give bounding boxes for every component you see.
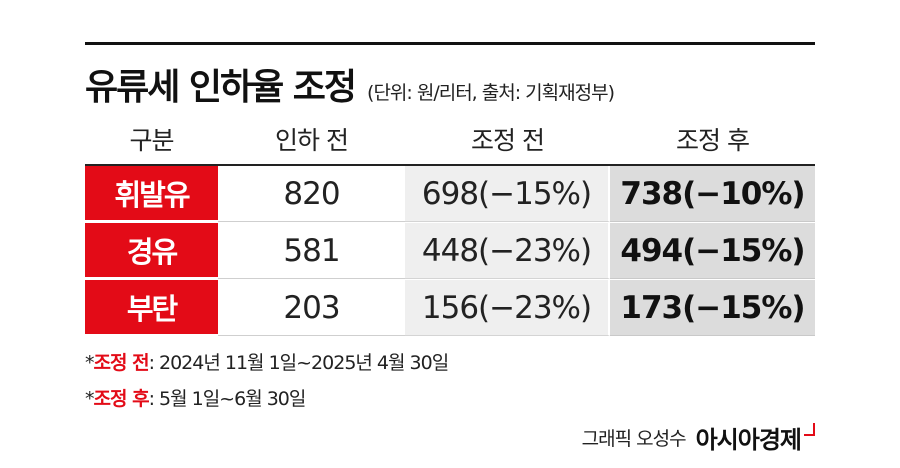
table-row: 휘발유 820 698(−15%) 738(−10%) — [85, 166, 815, 223]
credit: 그래픽 오성수 아시아경제 — [582, 420, 815, 455]
cell-after-adjust: 494(−15%) — [610, 223, 815, 279]
top-rule — [85, 42, 815, 45]
brand-mark-icon — [804, 423, 815, 436]
graphic-credit: 그래픽 오성수 — [581, 428, 687, 450]
cell-before-adjust: 448(−23%) — [405, 223, 610, 279]
cell-before-adjust: 156(−23%) — [405, 280, 610, 336]
table-row: 경유 581 448(−23%) 494(−15%) — [85, 223, 815, 280]
cell-before-cut: 203 — [218, 280, 405, 336]
header-before-adjust: 조정 전 — [471, 126, 545, 155]
brand-logo: 아시아경제 — [695, 426, 802, 454]
header-after-adjust: 조정 후 — [676, 126, 750, 155]
footnote-asterisk: * — [85, 352, 94, 374]
cell-after-adjust: 738(−10%) — [610, 166, 815, 222]
cell-before-cut: 820 — [218, 166, 405, 222]
row-label-diesel: 경유 — [85, 223, 218, 279]
cell-after-adjust: 173(−15%) — [610, 280, 815, 336]
footnote-label: 조정 전 — [93, 352, 150, 374]
header-category: 구분 — [129, 126, 174, 155]
row-label-butane: 부탄 — [85, 280, 218, 336]
footnote-text: : 5월 1일~6월 30일 — [148, 388, 307, 410]
cell-before-cut: 581 — [218, 223, 405, 279]
fuel-tax-table: 구분 인하 전 조정 전 조정 후 휘발유 820 698(−15%) 738(… — [85, 114, 815, 337]
table-row: 부탄 203 156(−23%) 173(−15%) — [85, 280, 815, 337]
table-header: 구분 인하 전 조정 전 조정 후 — [85, 114, 815, 166]
footnote-text: : 2024년 11월 1일~2025년 4월 30일 — [148, 352, 450, 374]
header-before-cut: 인하 전 — [275, 126, 349, 155]
page-title: 유류세 인하율 조정 — [85, 67, 357, 108]
footnote-after-adjust: *조정 후: 5월 1일~6월 30일 — [85, 384, 307, 411]
title-row: 유류세 인하율 조정 (단위: 원/리터, 출처: 기획재정부) — [85, 58, 615, 108]
footnote-before-adjust: *조정 전: 2024년 11월 1일~2025년 4월 30일 — [85, 348, 450, 375]
cell-before-adjust: 698(−15%) — [405, 166, 610, 222]
row-label-gasoline: 휘발유 — [85, 166, 218, 222]
footnote-asterisk: * — [85, 388, 94, 410]
footnote-label: 조정 후 — [93, 388, 150, 410]
page-subtitle: (단위: 원/리터, 출처: 기획재정부) — [367, 82, 615, 104]
